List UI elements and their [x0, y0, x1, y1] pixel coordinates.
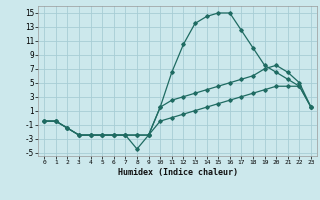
X-axis label: Humidex (Indice chaleur): Humidex (Indice chaleur)	[118, 168, 238, 177]
